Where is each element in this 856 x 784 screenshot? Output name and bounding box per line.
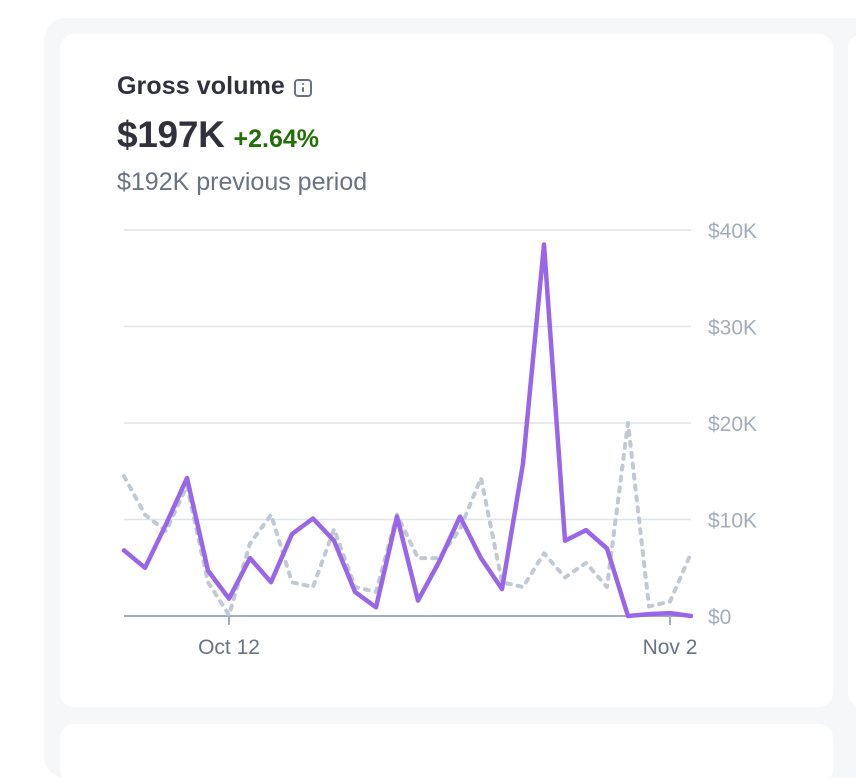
card-title: Gross volume bbox=[117, 72, 285, 100]
y-tick-label: $30K bbox=[708, 317, 757, 340]
metric-value: $197K bbox=[117, 114, 225, 155]
y-tick-label: $0 bbox=[708, 606, 731, 629]
info-icon[interactable] bbox=[293, 78, 312, 97]
card-header: Gross volume bbox=[117, 72, 312, 101]
x-tick-label: Nov 2 bbox=[643, 636, 698, 659]
y-tick-label: $10K bbox=[708, 510, 757, 533]
current-period-line bbox=[121, 242, 694, 619]
metric-change: +2.64% bbox=[233, 125, 320, 153]
y-tick-label: $40K bbox=[708, 220, 757, 243]
previous-period-line bbox=[122, 421, 693, 617]
previous-period: $192K previous period bbox=[117, 168, 368, 196]
y-tick-label: $20K bbox=[708, 413, 757, 436]
gross-volume-chart[interactable]: $40K $30K $20K $10K $0 Oct 12 Nov 2 bbox=[0, 0, 856, 752]
x-tick-label: Oct 12 bbox=[198, 636, 260, 659]
metric-row: $197K +2.64% bbox=[117, 114, 319, 156]
adjacent-card bbox=[848, 34, 856, 707]
gross-volume-card[interactable] bbox=[60, 34, 833, 707]
